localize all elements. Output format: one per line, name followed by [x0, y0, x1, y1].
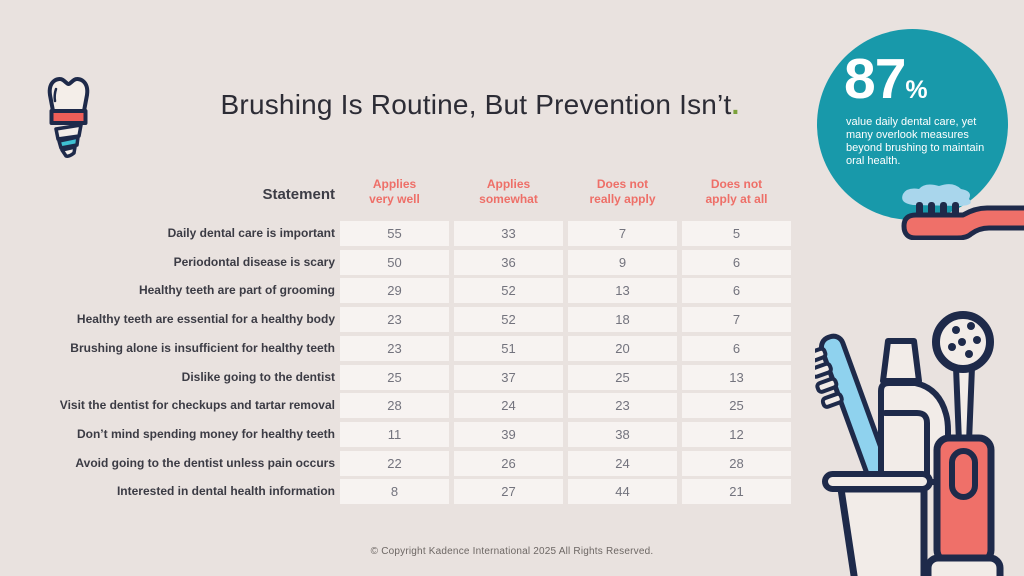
row-value: 13 — [682, 365, 791, 390]
row-value: 25 — [568, 365, 677, 390]
row-statement: Interested in dental health information — [116, 484, 335, 498]
row-value: 5 — [682, 221, 791, 246]
row-value: 29 — [340, 278, 449, 303]
row-value: 7 — [682, 307, 791, 332]
column-header-applies-very-well: Applies very well — [369, 177, 420, 206]
row-value: 18 — [568, 307, 677, 332]
row-value: 24 — [454, 393, 563, 418]
row-value: 55 — [340, 221, 449, 246]
table-row: Periodontal disease is scary 50 36 9 6 — [0, 250, 1024, 275]
stat-description: value daily dental care, yet many overlo… — [846, 116, 985, 167]
table-row: Healthy teeth are part of grooming 29 52… — [0, 278, 1024, 303]
row-value: 23 — [340, 307, 449, 332]
row-value: 50 — [340, 250, 449, 275]
row-value: 6 — [682, 336, 791, 361]
row-value: 7 — [568, 221, 677, 246]
bathroom-set-icon — [815, 311, 1004, 576]
page-title: Brushing Is Routine, But Prevention Isn’… — [130, 89, 830, 121]
row-value: 6 — [682, 278, 791, 303]
row-value: 33 — [454, 221, 563, 246]
column-header-does-not-apply-at-all: Does not apply at all — [705, 177, 768, 206]
row-value: 25 — [682, 393, 791, 418]
row-value: 25 — [340, 365, 449, 390]
column-header-statement: Statement — [262, 186, 335, 203]
row-value: 22 — [340, 451, 449, 476]
row-statement: Periodontal disease is scary — [173, 255, 335, 269]
row-statement: Daily dental care is important — [167, 226, 335, 240]
toothbrush-paste-icon — [901, 184, 1024, 240]
row-statement: Avoid going to the dentist unless pain o… — [75, 456, 335, 470]
page-title-text: Brushing Is Routine, But Prevention Isn’… — [220, 89, 732, 120]
column-header-applies-somewhat: Applies somewhat — [479, 177, 538, 206]
copyright-text: © Copyright Kadence International 2025 A… — [370, 546, 654, 557]
row-value: 21 — [682, 479, 791, 504]
row-value: 27 — [454, 479, 563, 504]
row-statement: Dislike going to the dentist — [181, 370, 335, 384]
table-row: Don’t mind spending money for healthy te… — [0, 422, 1024, 447]
row-value: 52 — [454, 307, 563, 332]
row-value: 52 — [454, 278, 563, 303]
row-statement: Healthy teeth are essential for a health… — [76, 312, 335, 326]
row-value: 38 — [568, 422, 677, 447]
row-value: 36 — [454, 250, 563, 275]
row-statement: Visit the dentist for checkups and tarta… — [59, 398, 335, 412]
row-value: 23 — [340, 336, 449, 361]
row-value: 20 — [568, 336, 677, 361]
row-value: 28 — [682, 451, 791, 476]
row-value: 26 — [454, 451, 563, 476]
stat-number: 87 — [844, 47, 906, 111]
stat-circle: 87% value daily dental care, yet many ov… — [817, 29, 1008, 220]
row-value: 24 — [568, 451, 677, 476]
row-statement: Healthy teeth are part of grooming — [138, 283, 335, 297]
row-value: 44 — [568, 479, 677, 504]
row-value: 23 — [568, 393, 677, 418]
row-value: 28 — [340, 393, 449, 418]
title-accent-period: . — [731, 89, 740, 120]
table-row: Dislike going to the dentist 25 37 25 13 — [0, 365, 1024, 390]
table-row: Daily dental care is important 55 33 7 5 — [0, 221, 1024, 246]
tooth-implant-icon — [47, 77, 90, 158]
row-statement: Brushing alone is insufficient for healt… — [70, 341, 335, 355]
percent-sign: % — [905, 76, 928, 104]
row-value: 9 — [568, 250, 677, 275]
row-value: 12 — [682, 422, 791, 447]
column-header-does-not-really-apply: Does not really apply — [589, 177, 656, 206]
row-value: 51 — [454, 336, 563, 361]
stat-value: 87% — [844, 51, 928, 108]
table-row: Visit the dentist for checkups and tarta… — [0, 393, 1024, 418]
row-value: 11 — [340, 422, 449, 447]
row-value: 6 — [682, 250, 791, 275]
row-value: 39 — [454, 422, 563, 447]
row-value: 13 — [568, 278, 677, 303]
table-row: Brushing alone is insufficient for healt… — [0, 336, 1024, 361]
table-row: Avoid going to the dentist unless pain o… — [0, 451, 1024, 476]
table-row: Interested in dental health information … — [0, 479, 1024, 504]
row-value: 37 — [454, 365, 563, 390]
row-value: 8 — [340, 479, 449, 504]
row-statement: Don’t mind spending money for healthy te… — [76, 427, 335, 441]
table-row: Healthy teeth are essential for a health… — [0, 307, 1024, 332]
